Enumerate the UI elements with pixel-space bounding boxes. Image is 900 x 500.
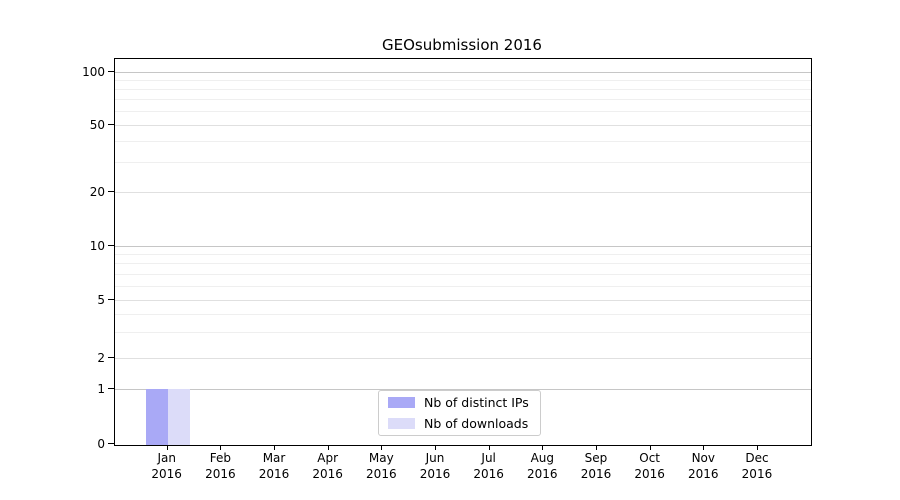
x-tick-mark-jan	[166, 445, 168, 450]
y-tick-label-20: 20	[89, 185, 105, 199]
chart-title: GEOsubmission 2016	[382, 36, 542, 54]
legend-label-distinct-ips: Nb of distinct IPs	[424, 395, 529, 410]
plot-area	[114, 58, 812, 446]
gridline-y-60	[115, 111, 811, 113]
gridline-y-70	[115, 99, 811, 101]
legend-swatch-distinct-ips-icon	[388, 397, 415, 408]
gridline-y-20	[115, 192, 811, 193]
x-tick-mark-jun	[435, 445, 436, 450]
gridline-y-100	[115, 72, 811, 73]
legend-swatch-downloads-icon	[388, 418, 415, 429]
bar-jan-distinct-ips	[145, 389, 168, 445]
x-tick-mark-oct	[649, 445, 651, 450]
x-tick-mark-dec	[756, 445, 758, 450]
x-tick-label-jan: Jan 2016	[151, 451, 182, 481]
y-tick-mark-2	[108, 357, 114, 358]
gridline-y-30	[115, 162, 811, 164]
y-tick-mark-100	[108, 71, 114, 72]
y-tick-mark-50	[108, 124, 114, 125]
gridline-y-8	[115, 263, 811, 265]
gridline-y-1	[115, 389, 811, 390]
y-tick-label-100: 100	[82, 65, 105, 79]
x-tick-mark-may	[381, 445, 383, 450]
legend: Nb of distinct IPs Nb of downloads	[378, 390, 541, 436]
x-tick-mark-nov	[703, 445, 705, 450]
x-tick-label-nov: Nov 2016	[688, 451, 719, 481]
legend-item-downloads: Nb of downloads	[379, 415, 540, 433]
x-tick-mark-apr	[327, 445, 329, 450]
x-tick-label-may: May 2016	[366, 451, 397, 481]
y-tick-label-50: 50	[89, 118, 105, 132]
x-tick-mark-jul	[488, 445, 490, 450]
x-tick-mark-aug	[542, 445, 544, 450]
x-tick-label-mar: Mar 2016	[258, 451, 290, 481]
gridline-y-50	[115, 125, 811, 126]
x-tick-label-jul: Jul 2016	[473, 451, 504, 481]
legend-label-downloads: Nb of downloads	[424, 416, 529, 431]
x-tick-label-aug: Aug 2016	[527, 451, 558, 481]
gridline-y-7	[115, 273, 811, 275]
legend-item-distinct-ips: Nb of distinct IPs	[379, 394, 540, 412]
x-tick-label-feb: Feb 2016	[205, 451, 236, 481]
gridline-y-9	[115, 254, 811, 256]
x-tick-label-jun: Jun 2016	[419, 451, 451, 481]
x-tick-label-sep: Sep 2016	[580, 451, 612, 481]
y-tick-mark-1	[108, 388, 114, 389]
gridline-y-6	[115, 285, 811, 287]
y-tick-mark-0	[108, 443, 114, 444]
y-tick-label-2: 2	[97, 351, 105, 365]
x-tick-mark-feb	[220, 445, 222, 450]
gridline-y-3	[115, 332, 811, 334]
gridline-y-10	[115, 246, 811, 247]
x-tick-label-apr: Apr 2016	[312, 451, 343, 481]
y-tick-mark-20	[108, 191, 114, 192]
y-tick-mark-5	[108, 299, 114, 300]
bar-jan-downloads	[167, 389, 190, 445]
gridline-y-80	[115, 89, 811, 91]
gridline-y-2	[115, 358, 811, 359]
y-tick-label-5: 5	[97, 293, 105, 307]
gridline-y-5	[115, 300, 811, 301]
x-tick-mark-mar	[274, 445, 276, 450]
gridline-y-4	[115, 314, 811, 316]
y-tick-label-0: 0	[97, 437, 105, 451]
y-tick-label-10: 10	[89, 239, 105, 253]
x-tick-label-dec: Dec 2016	[741, 451, 773, 481]
x-tick-label-oct: Oct 2016	[634, 451, 665, 481]
x-tick-mark-sep	[595, 445, 597, 450]
y-tick-mark-10	[108, 245, 114, 246]
gridline-y-90	[115, 80, 811, 82]
y-tick-label-1: 1	[97, 382, 105, 396]
gridline-y-40	[115, 141, 811, 143]
